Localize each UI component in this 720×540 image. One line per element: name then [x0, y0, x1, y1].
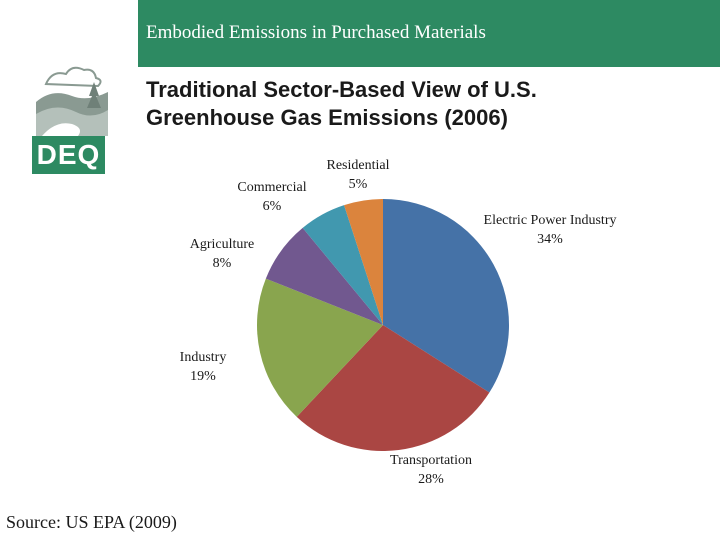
source-note: Source: US EPA (2009) [6, 512, 177, 532]
pie-chart: Electric Power Industry 34% Transportation… [180, 158, 617, 487]
deq-logo-text: DEQ [32, 136, 105, 174]
slide-title: Traditional Sector-Based View of U.S. Gr… [146, 76, 706, 132]
slice-label-commercial: Commercial 6% [237, 180, 306, 214]
deq-logo: DEQ [32, 62, 112, 176]
slide-title-line-2: Greenhouse Gas Emissions (2006) [146, 105, 508, 130]
pie-slice-electric-power-industry [383, 199, 510, 393]
slice-label-transportation: Transportation 28% [390, 453, 472, 487]
pie-slice-residential [344, 199, 383, 325]
slice-label-industry: Industry 19% [180, 350, 227, 384]
header-bar: Embodied Emissions in Purchased Material… [138, 0, 720, 67]
slide-title-line-1: Traditional Sector-Based View of U.S. [146, 77, 537, 102]
landscape-icon [36, 66, 108, 136]
pie-slice-commercial [302, 205, 383, 325]
pie-slice-transportation [296, 325, 490, 452]
slice-label-agriculture: Agriculture 8% [190, 237, 255, 271]
header-title: Embodied Emissions in Purchased Material… [146, 22, 486, 43]
pie-slice-industry [257, 278, 383, 417]
slice-label-residential: Residential 5% [327, 158, 390, 192]
pie-slice-agriculture [265, 227, 383, 325]
slice-label-electric-power-industry: Electric Power Industry 34% [484, 213, 617, 247]
